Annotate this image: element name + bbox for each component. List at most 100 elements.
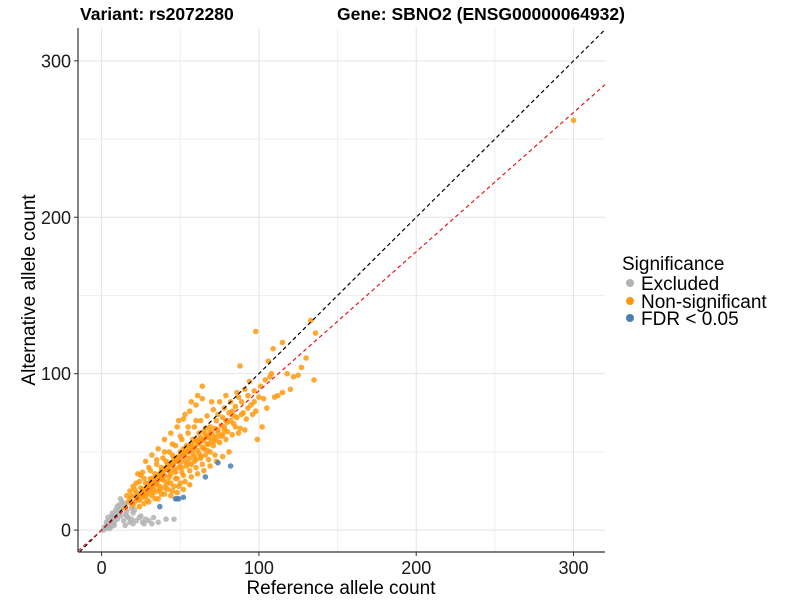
point-non-significant	[124, 492, 130, 499]
point-non-significant	[264, 405, 270, 411]
point-non-significant	[219, 431, 226, 438]
y-ticks: 0 100 200 300	[41, 51, 78, 541]
point-non-significant	[179, 436, 185, 443]
point-non-significant	[262, 377, 269, 383]
point-non-significant	[208, 438, 215, 444]
point-non-significant	[311, 377, 317, 383]
point-fdr-0-05	[215, 460, 221, 466]
point-non-significant	[204, 413, 210, 419]
point-excluded	[105, 514, 111, 521]
point-non-significant	[185, 460, 191, 466]
point-non-significant	[149, 452, 155, 458]
point-non-significant	[186, 481, 193, 488]
point-non-significant	[295, 372, 302, 379]
point-excluded	[163, 516, 169, 522]
point-non-significant	[190, 450, 196, 457]
point-non-significant	[215, 430, 221, 436]
point-non-significant	[127, 488, 133, 494]
point-non-significant	[298, 364, 305, 371]
point-non-significant	[284, 370, 291, 377]
point-non-significant	[194, 392, 201, 399]
point-excluded	[171, 516, 177, 522]
point-non-significant	[180, 416, 187, 422]
point-non-significant	[226, 449, 232, 455]
point-non-significant	[287, 386, 294, 393]
point-non-significant	[191, 458, 198, 465]
point-non-significant	[245, 392, 251, 399]
point-fdr-0-05	[157, 503, 163, 510]
point-non-significant	[246, 378, 253, 385]
point-non-significant	[175, 483, 182, 490]
point-non-significant	[223, 436, 229, 443]
legend-swatch-excluded	[626, 279, 634, 287]
point-non-significant	[237, 425, 243, 432]
title-gene: Gene: SBNO2 (ENSG00000064932)	[337, 4, 625, 24]
point-non-significant	[131, 486, 138, 493]
point-non-significant	[185, 430, 191, 436]
point-non-significant	[290, 374, 297, 380]
point-non-significant	[213, 435, 220, 441]
point-non-significant	[238, 411, 245, 418]
point-excluded	[114, 503, 121, 510]
point-non-significant	[142, 458, 149, 465]
point-non-significant	[210, 406, 217, 413]
point-excluded	[103, 519, 110, 526]
reference-line-fit	[77, 84, 606, 552]
point-non-significant	[235, 394, 242, 400]
point-non-significant	[229, 408, 235, 415]
point-non-significant	[251, 388, 257, 394]
point-non-significant	[312, 330, 319, 336]
point-non-significant	[254, 436, 261, 443]
point-non-significant	[139, 469, 146, 476]
point-non-significant	[160, 455, 166, 461]
point-excluded	[117, 513, 124, 519]
point-non-significant	[122, 505, 128, 512]
point-non-significant	[182, 478, 188, 485]
point-non-significant	[275, 392, 281, 399]
legend-label-non-significant: Non-significant	[641, 292, 767, 313]
point-excluded	[120, 500, 127, 507]
point-fdr-0-05	[180, 494, 187, 501]
point-non-significant	[179, 464, 185, 471]
point-non-significant	[199, 461, 206, 468]
point-non-significant	[232, 403, 239, 410]
legend: Significance Excluded Non-significant FD…	[622, 254, 767, 330]
x-tick-label: 0	[97, 558, 107, 578]
point-non-significant	[210, 442, 217, 449]
point-non-significant	[256, 394, 262, 400]
x-axis-title: Reference allele count	[246, 578, 436, 599]
point-non-significant	[279, 339, 286, 346]
point-non-significant	[128, 492, 135, 499]
point-non-significant	[161, 436, 168, 443]
point-non-significant	[153, 456, 160, 463]
point-non-significant	[193, 402, 199, 408]
point-non-significant	[193, 417, 199, 424]
point-non-significant	[155, 446, 161, 452]
point-non-significant	[186, 467, 193, 474]
point-non-significant	[243, 416, 250, 422]
legend-title: Significance	[622, 254, 724, 275]
point-non-significant	[204, 441, 210, 447]
point-non-significant	[172, 469, 179, 476]
point-non-significant	[161, 449, 168, 455]
point-non-significant	[174, 424, 180, 430]
point-non-significant	[199, 383, 206, 390]
title-variant: Variant: rs2072280	[80, 4, 234, 24]
point-fdr-0-05	[202, 474, 209, 480]
point-non-significant	[213, 417, 220, 424]
point-non-significant	[218, 422, 224, 429]
point-non-significant	[303, 355, 309, 361]
point-non-significant	[136, 503, 143, 510]
point-excluded	[109, 510, 116, 516]
point-non-significant	[242, 386, 248, 393]
point-non-significant	[157, 486, 163, 493]
point-non-significant	[194, 471, 201, 477]
point-excluded	[108, 524, 114, 530]
point-non-significant	[193, 464, 199, 471]
point-non-significant	[147, 467, 154, 474]
legend-label-excluded: Excluded	[641, 274, 719, 295]
point-non-significant	[216, 439, 223, 446]
point-non-significant	[177, 455, 184, 461]
point-non-significant	[153, 461, 160, 468]
